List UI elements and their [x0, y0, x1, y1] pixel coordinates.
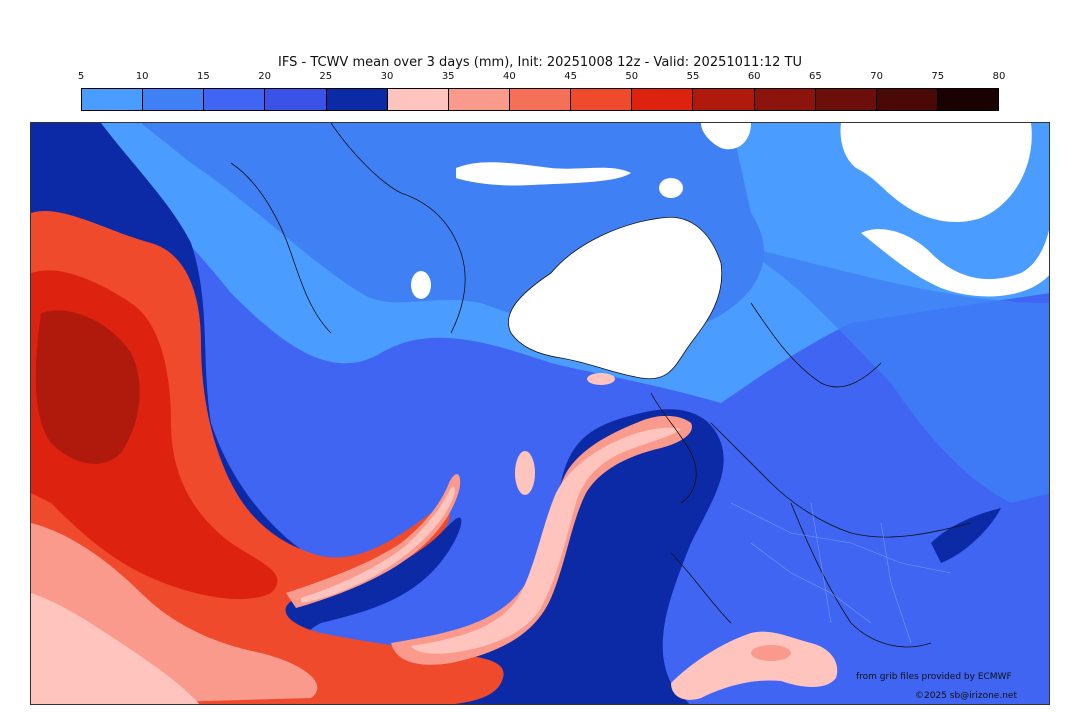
colorbar-tick-label: 50 [625, 71, 639, 82]
colorbar-ticks: 5 10 15 20 25 30 35 40 45 50 55 60 65 70 75 80 [77, 71, 1006, 85]
colorbar-tick-label: 20 [258, 71, 271, 82]
colorbar-tick-label: 35 [441, 71, 455, 82]
colorbar-segment [509, 89, 572, 110]
field-moist-pale [31, 593, 200, 704]
colorbar-tick-label: 60 [747, 71, 761, 82]
field-moist-deep [35, 310, 140, 464]
colorbar-segment [387, 89, 449, 110]
colorbar-tick-label: 5 [77, 71, 85, 82]
colorbar [81, 88, 999, 111]
credit-copyright: ©2025 sb@irizone.net [915, 691, 1017, 701]
river-plume-2-pale [411, 427, 681, 654]
colorbar-segment [326, 89, 388, 110]
river-plume-1 [286, 474, 461, 608]
siberia-white-2 [861, 229, 1049, 297]
credit-source: from grib files provided by ECMWF [856, 672, 1012, 682]
colorbar-segment [143, 89, 205, 110]
colorbar-tick-label: 55 [686, 71, 700, 82]
colorbar-tick-label: 25 [319, 71, 333, 82]
colorbar-segment [693, 89, 755, 110]
river-blob [515, 451, 535, 495]
country-borders [730, 502, 952, 644]
arctic-islands-white [456, 162, 631, 186]
colorbar-tick-label: 30 [380, 71, 394, 82]
svalbard-white [659, 178, 683, 198]
colorbar-tick-label: 10 [135, 71, 149, 82]
field-europe-dark [651, 449, 691, 489]
colorbar-segment [265, 89, 327, 110]
colorbar-segment [448, 89, 510, 110]
river-blob-small [587, 373, 615, 385]
colorbar-tick-label: 15 [197, 71, 210, 82]
colorbar-segment [204, 89, 266, 110]
colorbar-segment [876, 89, 938, 110]
siberia-white-3 [701, 123, 751, 150]
field-dry-east [731, 243, 1049, 503]
colorbar-tick-label: 70 [870, 71, 883, 82]
field-med-core [751, 645, 791, 661]
field-mediterranean [671, 631, 838, 700]
colorbar-segment [815, 89, 877, 110]
greenland [508, 216, 723, 380]
colorbar-segment [937, 89, 999, 110]
siberia-white [840, 123, 1032, 223]
tcwv-map-svg [31, 123, 1049, 704]
colorbar-segment [632, 89, 694, 110]
map-panel[interactable] [30, 122, 1050, 705]
river-plume-2 [391, 415, 692, 665]
colorbar-tick-label: 45 [564, 71, 577, 82]
colorbar-tick-label: 75 [931, 71, 945, 82]
field-europe-dark-2 [931, 508, 1001, 563]
colorbar-tick-label: 65 [809, 71, 822, 82]
colorbar-tick-label: 40 [503, 71, 516, 82]
colorbar-segment [82, 89, 144, 110]
colorbar-segment [754, 89, 816, 110]
island-white [411, 271, 431, 299]
chart-title: IFS - TCWV mean over 3 days (mm), Init: … [278, 55, 802, 70]
coastlines [230, 123, 972, 648]
colorbar-tick-label: 80 [992, 71, 1006, 82]
colorbar-segment [571, 89, 633, 110]
